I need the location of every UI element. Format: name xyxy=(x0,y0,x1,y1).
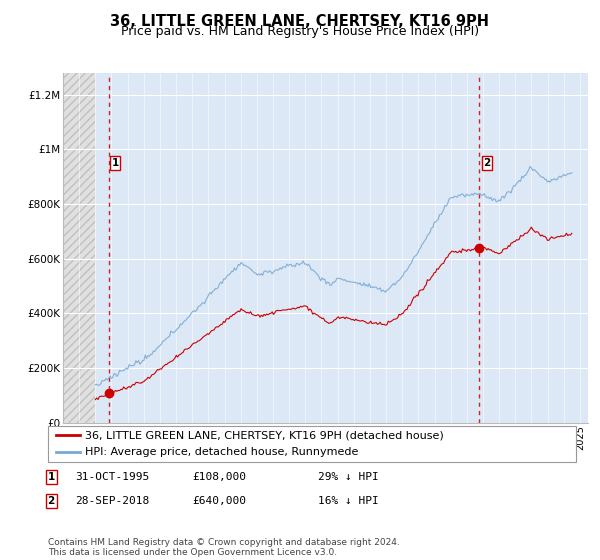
FancyBboxPatch shape xyxy=(48,426,576,462)
Text: 16% ↓ HPI: 16% ↓ HPI xyxy=(318,496,379,506)
Text: Price paid vs. HM Land Registry's House Price Index (HPI): Price paid vs. HM Land Registry's House … xyxy=(121,25,479,38)
Text: 1: 1 xyxy=(47,472,55,482)
Text: 2: 2 xyxy=(47,496,55,506)
Text: HPI: Average price, detached house, Runnymede: HPI: Average price, detached house, Runn… xyxy=(85,447,358,457)
Text: 1: 1 xyxy=(112,158,119,168)
Text: 31-OCT-1995: 31-OCT-1995 xyxy=(75,472,149,482)
Text: £108,000: £108,000 xyxy=(192,472,246,482)
Text: 36, LITTLE GREEN LANE, CHERTSEY, KT16 9PH: 36, LITTLE GREEN LANE, CHERTSEY, KT16 9P… xyxy=(110,14,490,29)
Text: 29% ↓ HPI: 29% ↓ HPI xyxy=(318,472,379,482)
Text: 36, LITTLE GREEN LANE, CHERTSEY, KT16 9PH (detached house): 36, LITTLE GREEN LANE, CHERTSEY, KT16 9P… xyxy=(85,431,444,440)
Text: Contains HM Land Registry data © Crown copyright and database right 2024.
This d: Contains HM Land Registry data © Crown c… xyxy=(48,538,400,557)
Text: 2: 2 xyxy=(484,158,491,168)
Bar xyxy=(63,73,95,423)
Text: £640,000: £640,000 xyxy=(192,496,246,506)
Text: 28-SEP-2018: 28-SEP-2018 xyxy=(75,496,149,506)
